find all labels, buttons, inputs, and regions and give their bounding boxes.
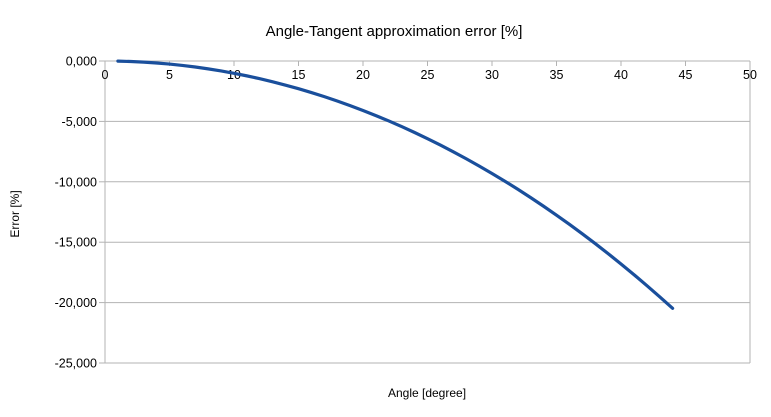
y-tick-label: -5,000: [62, 115, 97, 129]
y-tick-labels: 0,000 -5,000 -10,000 -15,000 -20,000 -25,000: [55, 55, 97, 371]
x-tick-label: 20: [356, 68, 370, 82]
x-tick-label: 25: [421, 68, 435, 82]
y-tick-label: 0,000: [66, 55, 97, 69]
x-tick-label: 30: [485, 68, 499, 82]
x-tick-label: 5: [166, 68, 173, 82]
plot-borders: [104, 61, 751, 363]
axis-tick-marks: [99, 60, 751, 364]
x-tick-label: 45: [679, 68, 693, 82]
x-tick-labels: 0 5 10 15 20 25 30 35 40 45 50: [102, 68, 757, 82]
y-tick-label: -25,000: [55, 357, 97, 371]
x-axis-title: Angle [degree]: [388, 386, 466, 400]
gridlines: [105, 60, 750, 364]
x-tick-label: 40: [614, 68, 628, 82]
error-series-line: [116, 59, 675, 310]
x-tick-label: 35: [550, 68, 564, 82]
x-tick-label: 15: [292, 68, 306, 82]
x-tick-label: 50: [743, 68, 757, 82]
y-tick-label: -10,000: [55, 175, 97, 189]
y-tick-label: -15,000: [55, 236, 97, 250]
x-tick-label: 0: [102, 68, 109, 82]
y-tick-label: -20,000: [55, 296, 97, 310]
y-axis-title: Error [%]: [8, 190, 22, 237]
chart-title: Angle-Tangent approximation error [%]: [266, 23, 523, 40]
